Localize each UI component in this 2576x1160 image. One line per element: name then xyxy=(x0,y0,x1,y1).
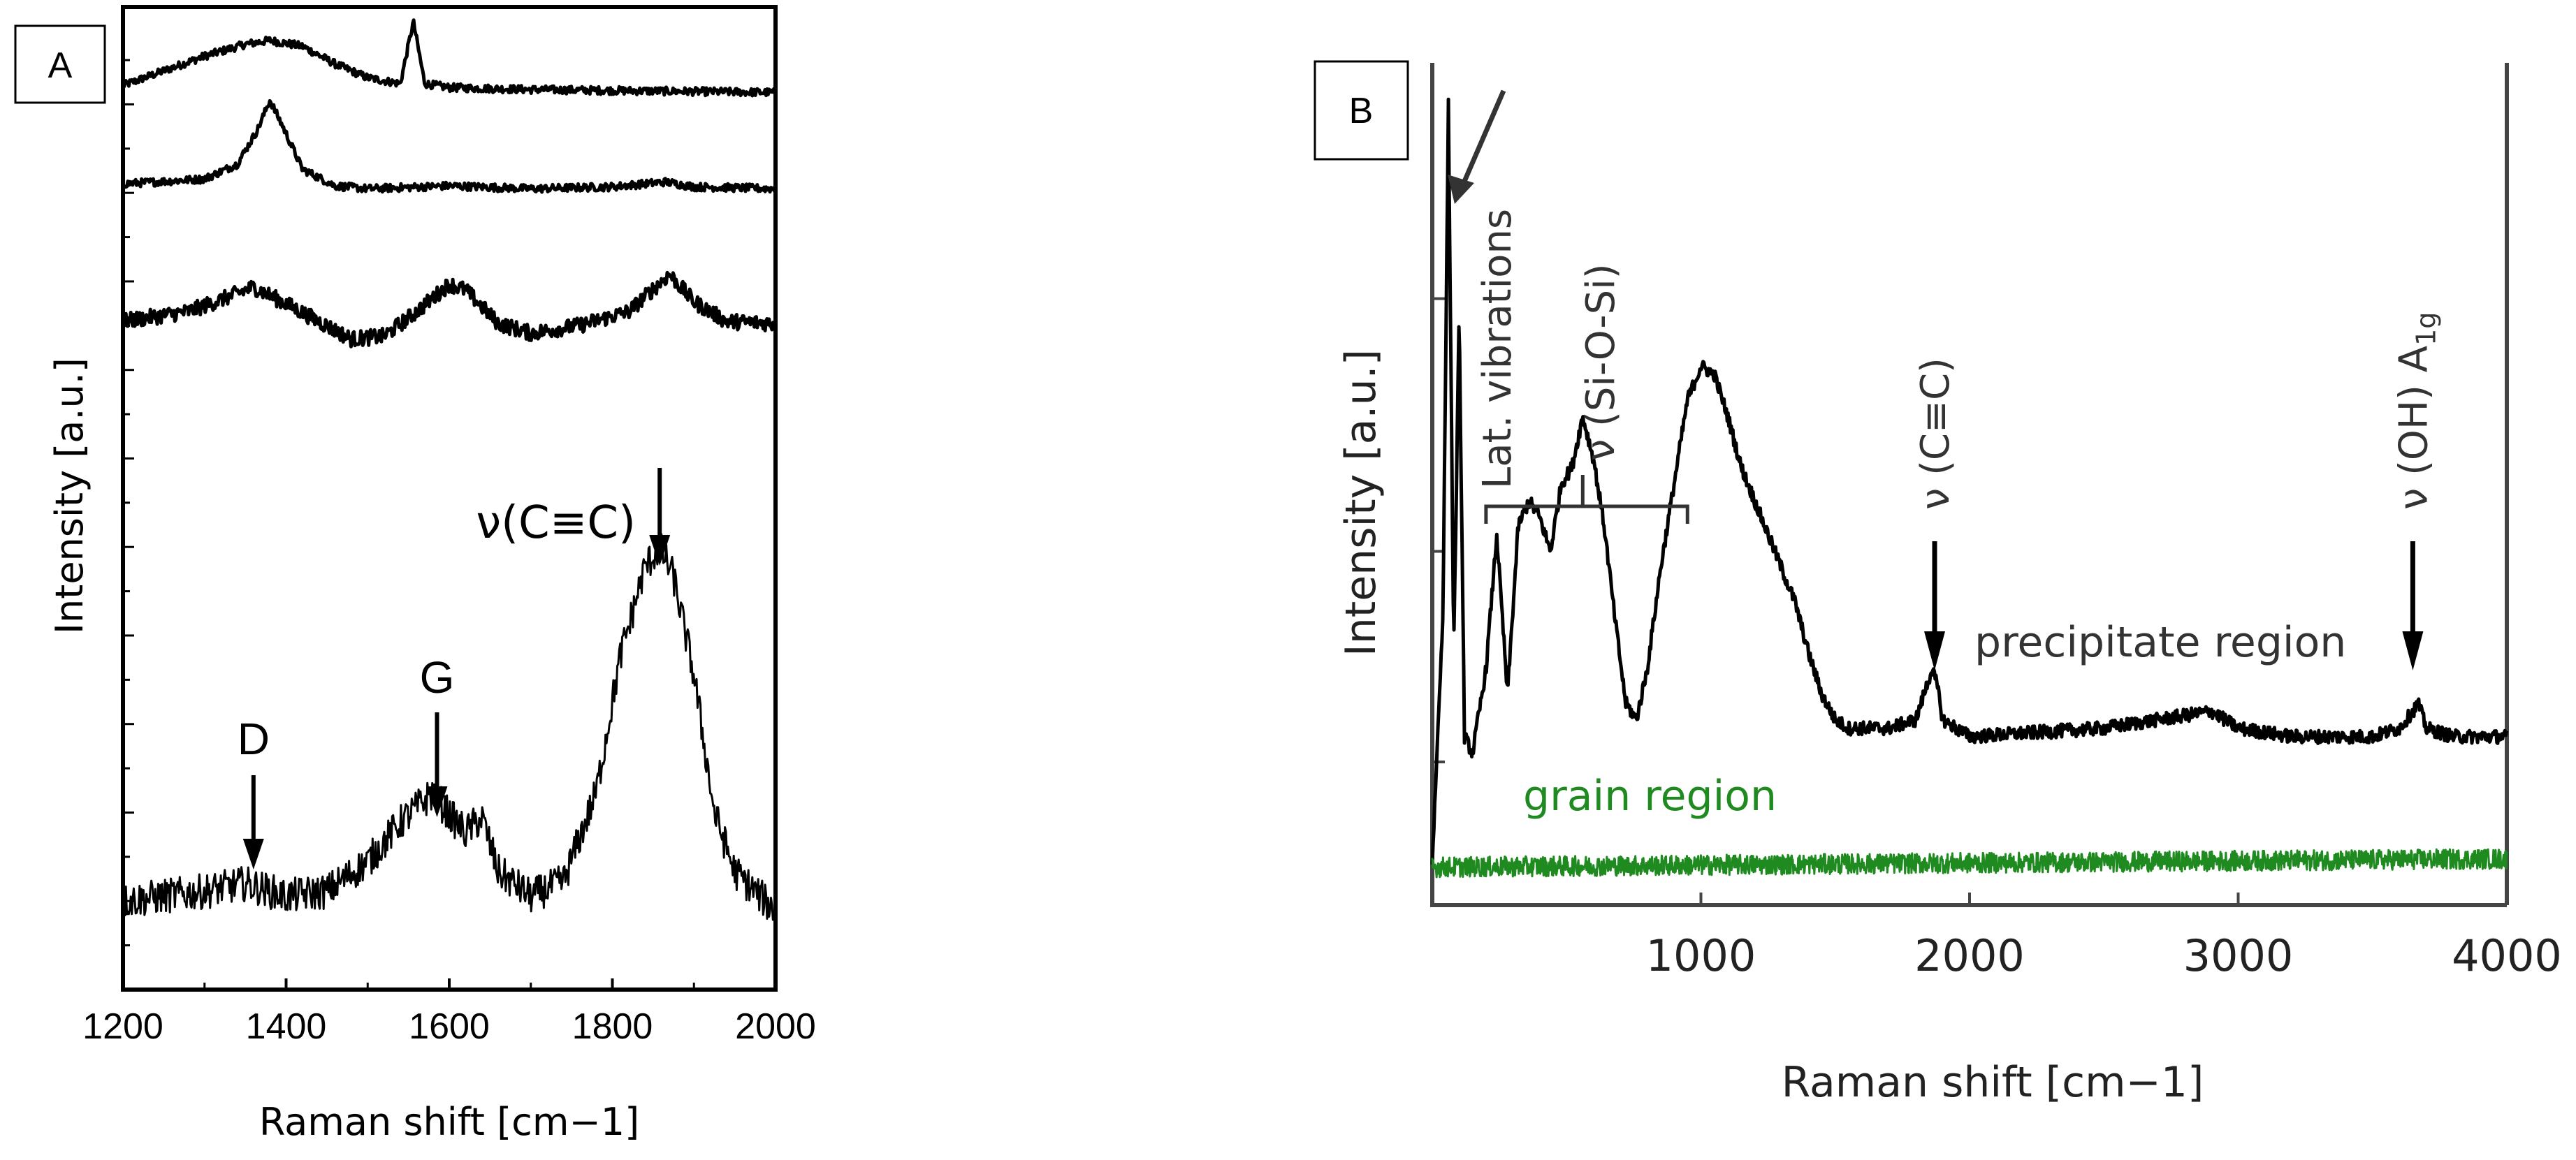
panel-b-xtick-label: 1000 xyxy=(1646,930,1756,981)
panel-b-series xyxy=(1430,97,2509,879)
panel-b-label-grain: grain region xyxy=(1523,772,1777,821)
panel-a-xtick-label: 1600 xyxy=(409,1006,490,1047)
panel-b-annotation-lat: Lat. vibrations xyxy=(1475,209,1520,489)
panel-b-bracket-sios xyxy=(1484,475,1689,524)
panel-a-arrow-g xyxy=(426,712,448,817)
panel-a-xlabel: Raman shift [cm−1] xyxy=(259,1100,639,1144)
panel-a-xtick-label: 1400 xyxy=(246,1006,327,1047)
panel-a-arrow-d xyxy=(242,775,264,869)
panel-a-tick-labels: 1200 1400 1600 1800 2000 xyxy=(82,1006,816,1047)
panel-a-spectrum-2 xyxy=(122,98,777,194)
panel-a-annotations: D Gν(C≡C) xyxy=(238,468,671,869)
panel-a-xtick-label: 1200 xyxy=(82,1006,163,1047)
panel-b-annotation-oh-subscript: 1g xyxy=(2410,312,2441,346)
panel-b-xtick-label: 4000 xyxy=(2452,930,2562,981)
panel-b-xtick-label: 3000 xyxy=(2183,930,2294,981)
panel-b-arrow-oh xyxy=(2402,541,2424,670)
panel-b-ylabel: Intensity [a.u.] xyxy=(1337,349,1385,656)
panel-b: 1000 2000 3000 4000 Lat. vibrations ν (Si-O-… xyxy=(1314,60,2562,1107)
panel-a-annotation-g: G xyxy=(420,652,455,703)
panel-a-xtick-label: 2000 xyxy=(735,1006,816,1047)
panel-b-grain-spectrum xyxy=(1431,848,2508,879)
panel-b-arrow-lat xyxy=(1448,89,1506,204)
panel-a-ylabel: Intensity [a.u.] xyxy=(48,358,92,634)
panel-b-annotation-sios: ν (Si-O-Si) xyxy=(1578,263,1624,461)
panel-a-arrow-ccc xyxy=(649,468,671,566)
panel-a-label: A xyxy=(48,45,73,86)
panel-b-annotation-ccc: ν (C≡C) xyxy=(1913,358,1958,510)
panel-b-tick-labels: 1000 2000 3000 4000 xyxy=(1646,930,2562,981)
panel-b-label-box xyxy=(1314,60,1409,161)
panel-b-annotations: Lat. vibrations ν (Si-O-Si) ν (C≡C) ν (OH) … xyxy=(1448,89,2441,821)
panel-a-spectrum-1 xyxy=(121,18,776,98)
panel-b-arrow-ccc xyxy=(1924,541,1946,670)
panel-b-label-precipitate: precipitate region xyxy=(1974,618,2346,667)
panel-a-annotation-d: D xyxy=(238,714,270,764)
panel-a-annotation-ccc: ν(C≡C) xyxy=(476,497,636,549)
panel-a-xtick-label: 1800 xyxy=(572,1006,653,1047)
panel-a: 1200 1400 1600 1800 2000 D Gν(C≡C) A Raman sh… xyxy=(14,5,816,1144)
panel-b-label: B xyxy=(1349,91,1374,131)
panel-a-label-box xyxy=(14,24,106,104)
panel-a-series xyxy=(121,18,777,921)
panel-a-spectrum-3 xyxy=(121,270,777,348)
panel-b-xlabel: Raman shift [cm−1] xyxy=(1782,1058,2204,1107)
panel-b-xtick-label: 2000 xyxy=(1914,930,2025,981)
panel-b-precipitate-spectrum xyxy=(1430,97,2509,865)
